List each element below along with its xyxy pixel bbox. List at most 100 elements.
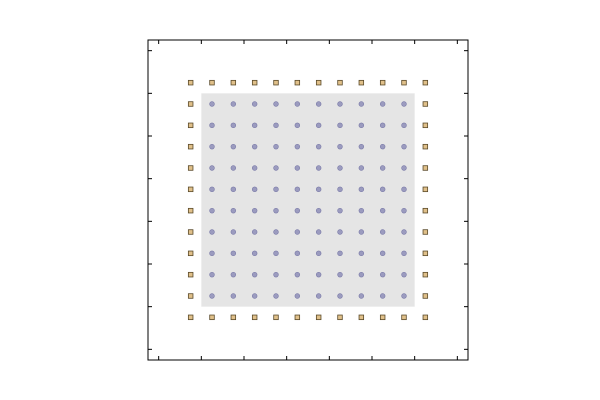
data-point-square — [187, 207, 194, 214]
data-point-circle — [401, 101, 407, 107]
data-point-square — [187, 314, 194, 321]
data-point-circle — [230, 143, 237, 150]
data-point-circle — [337, 207, 343, 214]
data-point-circle — [358, 207, 365, 214]
data-point-square — [187, 186, 194, 193]
data-point-circle — [294, 250, 301, 257]
data-point-circle — [358, 165, 365, 171]
data-point-square — [422, 293, 429, 299]
data-point-circle — [209, 165, 215, 171]
data-point-circle — [273, 293, 279, 299]
data-point-circle — [251, 122, 258, 129]
data-point-circle — [315, 207, 322, 214]
data-point-square — [422, 122, 429, 129]
data-point-circle — [251, 165, 258, 171]
data-point-square — [422, 229, 429, 235]
data-point-circle — [337, 143, 343, 150]
data-point-circle — [294, 293, 301, 299]
data-point-circle — [294, 271, 301, 278]
data-point-circle — [273, 101, 279, 107]
data-point-circle — [294, 122, 301, 129]
data-point-circle — [379, 122, 386, 129]
data-point-square — [379, 314, 386, 321]
data-point-square — [422, 165, 429, 171]
data-point-circle — [251, 229, 258, 235]
data-point-circle — [401, 229, 407, 235]
data-point-circle — [294, 143, 301, 150]
data-point-square — [315, 79, 322, 86]
axes-frame — [147, 39, 469, 361]
data-point-square — [422, 271, 429, 278]
data-point-square — [358, 79, 365, 86]
data-point-square — [422, 79, 429, 86]
data-point-square — [422, 143, 429, 150]
data-point-circle — [230, 271, 237, 278]
data-point-circle — [379, 143, 386, 150]
data-point-circle — [209, 250, 215, 257]
data-point-circle — [315, 186, 322, 193]
data-point-circle — [315, 271, 322, 278]
data-point-circle — [251, 207, 258, 214]
data-point-square — [422, 250, 429, 257]
data-point-circle — [337, 229, 343, 235]
data-point-circle — [251, 186, 258, 193]
data-point-circle — [401, 165, 407, 171]
data-point-circle — [358, 271, 365, 278]
data-point-square — [187, 101, 194, 107]
data-point-square — [187, 271, 194, 278]
data-point-square — [230, 79, 237, 86]
data-point-circle — [379, 293, 386, 299]
data-point-circle — [337, 122, 343, 129]
data-point-circle — [230, 165, 237, 171]
data-point-circle — [358, 101, 365, 107]
data-point-circle — [379, 165, 386, 171]
data-point-circle — [294, 101, 301, 107]
data-point-circle — [379, 229, 386, 235]
data-point-circle — [379, 207, 386, 214]
data-point-circle — [358, 229, 365, 235]
data-point-circle — [315, 143, 322, 150]
data-point-circle — [230, 229, 237, 235]
data-point-square — [401, 79, 407, 86]
data-point-circle — [209, 122, 215, 129]
data-point-square — [187, 143, 194, 150]
data-point-square — [187, 165, 194, 171]
data-point-square — [187, 79, 194, 86]
data-point-circle — [230, 101, 237, 107]
data-point-square — [294, 314, 301, 321]
data-point-circle — [401, 186, 407, 193]
data-point-circle — [209, 229, 215, 235]
data-point-circle — [358, 143, 365, 150]
data-point-circle — [294, 186, 301, 193]
data-point-circle — [315, 122, 322, 129]
data-point-circle — [273, 250, 279, 257]
data-point-square — [379, 79, 386, 86]
data-point-circle — [337, 293, 343, 299]
data-point-circle — [358, 250, 365, 257]
data-point-circle — [401, 250, 407, 257]
data-point-square — [187, 250, 194, 257]
data-point-circle — [337, 101, 343, 107]
data-point-circle — [315, 250, 322, 257]
data-point-square — [209, 314, 215, 321]
data-point-circle — [337, 271, 343, 278]
data-point-square — [251, 314, 258, 321]
data-point-circle — [401, 122, 407, 129]
data-point-circle — [315, 165, 322, 171]
data-point-square — [273, 314, 279, 321]
data-point-square — [337, 79, 343, 86]
data-point-square — [187, 293, 194, 299]
data-point-circle — [315, 101, 322, 107]
data-point-circle — [294, 165, 301, 171]
data-point-circle — [337, 186, 343, 193]
data-point-square — [422, 186, 429, 193]
plot-area — [147, 39, 469, 361]
data-point-circle — [358, 186, 365, 193]
data-point-circle — [401, 293, 407, 299]
data-point-circle — [209, 143, 215, 150]
data-point-circle — [273, 143, 279, 150]
data-point-circle — [230, 250, 237, 257]
data-point-circle — [273, 207, 279, 214]
data-point-circle — [401, 271, 407, 278]
data-point-circle — [401, 207, 407, 214]
